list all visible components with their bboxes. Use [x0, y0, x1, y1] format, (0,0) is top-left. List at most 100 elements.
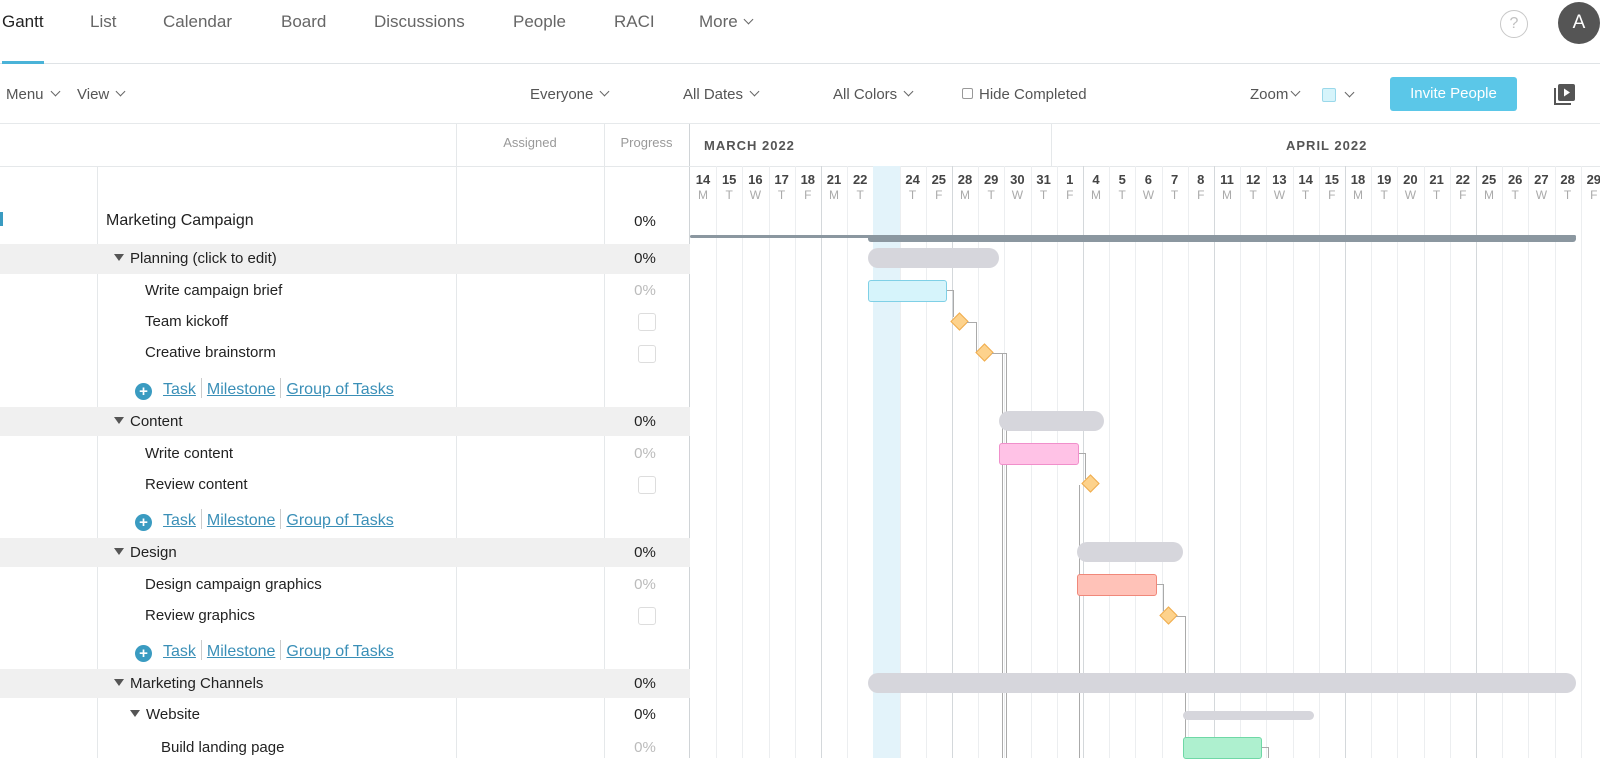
weekday-letter: T	[1563, 188, 1572, 202]
add-icon[interactable]: +	[135, 514, 152, 531]
task-bar-build-landing-page[interactable]	[1183, 737, 1262, 759]
timeline-day: 22 T	[847, 172, 873, 202]
timeline-day: 29 F	[1581, 172, 1600, 202]
milestone-name[interactable]: Review graphics	[145, 607, 256, 624]
task-name[interactable]: Write content	[145, 445, 234, 462]
presentation-icon[interactable]	[1553, 82, 1577, 106]
subgroup-name[interactable]: Website	[130, 706, 200, 723]
milestone-checkbox[interactable]	[638, 476, 656, 494]
hide-completed-label: Hide Completed	[979, 86, 1087, 103]
add-task-link[interactable]: Task	[163, 512, 196, 529]
add-milestone-link[interactable]: Milestone	[206, 643, 276, 660]
weekday-letter: T	[1511, 188, 1519, 202]
milestone-name[interactable]: Review content	[145, 476, 248, 493]
milestone-name[interactable]: Team kickoff	[145, 313, 229, 330]
group-bar-design[interactable]	[1077, 542, 1183, 562]
invite-people-button[interactable]: Invite People	[1390, 77, 1517, 111]
task-name[interactable]: Build landing page	[161, 739, 285, 756]
tab-board[interactable]: Board	[281, 12, 327, 31]
weekday-letter: T	[1170, 188, 1179, 202]
weekday-letter: T	[1118, 188, 1126, 202]
day-number: 22	[852, 172, 868, 187]
view-dropdown[interactable]: View	[77, 86, 126, 103]
add-milestone-link[interactable]: Milestone	[206, 381, 276, 398]
add-icon[interactable]: +	[135, 645, 152, 662]
hide-completed-toggle[interactable]: Hide Completed	[962, 86, 1087, 103]
group-bar-planning[interactable]	[868, 248, 999, 268]
task-progress: 0%	[634, 739, 656, 756]
column-assigned[interactable]: Assigned	[503, 135, 557, 150]
dates-filter[interactable]: All Dates	[683, 86, 760, 103]
task-name[interactable]: Design campaign graphics	[145, 576, 322, 593]
group-name[interactable]: Planning (click to edit)	[114, 250, 277, 267]
timeline-day: 29 T	[978, 172, 1004, 202]
add-group-link[interactable]: Group of Tasks	[286, 381, 394, 398]
tab-people[interactable]: People	[513, 12, 566, 31]
weekday-letter: F	[804, 188, 812, 202]
milestone-checkbox[interactable]	[638, 313, 656, 331]
collapse-triangle-icon[interactable]	[114, 417, 124, 424]
add-icon[interactable]: +	[135, 383, 152, 400]
group-name[interactable]: Design	[114, 544, 177, 561]
project-name[interactable]: Marketing Campaign	[106, 212, 254, 229]
task-bar-write-campaign-brief[interactable]	[868, 280, 947, 302]
day-number: 18	[800, 172, 816, 187]
timeline-day: 28 T	[1555, 172, 1581, 202]
dependency-line	[1163, 584, 1164, 611]
task-bar-write-content[interactable]	[999, 443, 1079, 465]
add-group-link[interactable]: Group of Tasks	[286, 512, 394, 529]
color-swatch	[1322, 88, 1336, 102]
group-row-content[interactable]	[0, 407, 690, 436]
add-milestone-link[interactable]: Milestone	[206, 512, 276, 529]
collapse-triangle-icon[interactable]	[114, 254, 124, 261]
day-gridline	[925, 166, 927, 758]
help-icon[interactable]: ?	[1500, 10, 1528, 38]
collapse-triangle-icon[interactable]	[130, 710, 140, 717]
color-picker[interactable]	[1322, 86, 1355, 104]
tab-calendar[interactable]: Calendar	[163, 12, 232, 31]
day-number: 21	[1429, 172, 1444, 187]
zoom-dropdown[interactable]: Zoom	[1250, 86, 1301, 103]
day-number: 13	[1272, 172, 1287, 187]
day-gridline	[1476, 166, 1477, 758]
project-bar[interactable]	[868, 235, 1576, 242]
day-gridline	[847, 166, 849, 758]
task-bar-design-campaign-graphics[interactable]	[1077, 574, 1157, 596]
group-row-marketing-channels[interactable]	[0, 669, 690, 698]
dependency-line	[1079, 453, 1085, 454]
month-divider	[1051, 124, 1052, 166]
weekday-letter: M	[698, 188, 708, 202]
group-bar-marketing-channels[interactable]	[868, 673, 1576, 693]
tab-list[interactable]: List	[90, 12, 117, 31]
add-group-link[interactable]: Group of Tasks	[286, 643, 394, 660]
collapse-triangle-icon[interactable]	[114, 548, 124, 555]
weekday-letter: M	[829, 188, 839, 202]
group-bar-content[interactable]	[999, 411, 1104, 431]
milestone-checkbox[interactable]	[638, 345, 656, 363]
group-row-design[interactable]	[0, 538, 690, 567]
group-name[interactable]: Content	[114, 413, 183, 430]
top-nav: Gantt List Calendar Board Discussions Pe…	[0, 0, 1600, 64]
colors-filter[interactable]: All Colors	[833, 86, 914, 103]
dependency-line	[1262, 747, 1268, 748]
task-name[interactable]: Write campaign brief	[145, 282, 283, 299]
chevron-down-icon	[115, 86, 126, 97]
dependency-line	[1006, 353, 1007, 758]
hide-completed-checkbox[interactable]	[962, 88, 973, 99]
collapse-triangle-icon[interactable]	[114, 679, 124, 686]
group-row-planning[interactable]	[0, 244, 690, 274]
tab-discussions[interactable]: Discussions	[374, 12, 465, 31]
everyone-filter[interactable]: Everyone	[530, 86, 610, 103]
tab-raci[interactable]: RACI	[614, 12, 655, 31]
milestone-checkbox[interactable]	[638, 607, 656, 625]
add-task-link[interactable]: Task	[163, 381, 196, 398]
tab-more[interactable]: More	[699, 12, 754, 64]
group-name[interactable]: Marketing Channels	[114, 675, 263, 692]
subgroup-bar-website[interactable]	[1183, 711, 1314, 720]
tab-gantt[interactable]: Gantt	[2, 12, 44, 64]
menu-dropdown[interactable]: Menu	[6, 86, 60, 103]
milestone-name[interactable]: Creative brainstorm	[145, 344, 276, 361]
column-progress[interactable]: Progress	[620, 135, 673, 150]
avatar[interactable]: A	[1558, 2, 1600, 44]
add-task-link[interactable]: Task	[163, 643, 196, 660]
